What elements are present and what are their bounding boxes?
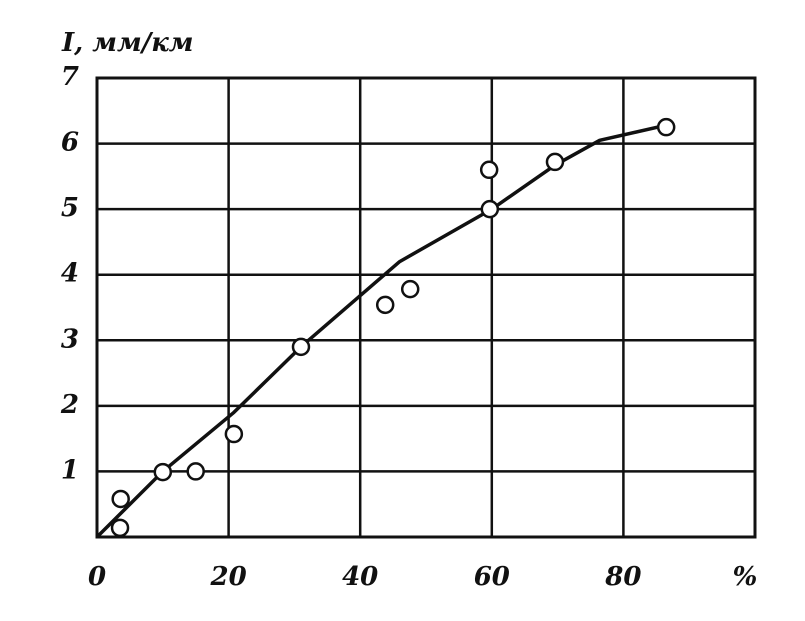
x-tick-label: 40 <box>342 562 378 592</box>
y-tick-label: 5 <box>61 193 79 223</box>
y-tick-label: 7 <box>61 62 79 92</box>
x-tick-label: 20 <box>210 562 247 592</box>
data-point <box>479 160 499 180</box>
fit-curve <box>95 123 667 539</box>
x-tick-label: 0 <box>88 562 106 592</box>
data-point <box>400 279 420 299</box>
y-tick-label: 2 <box>60 390 79 420</box>
data-point <box>224 424 244 444</box>
x-axis-label: % <box>733 562 758 592</box>
data-point <box>110 518 130 538</box>
y-tick-label: 1 <box>61 455 79 485</box>
y-axis-label: I, мм/км <box>61 28 194 58</box>
data-point <box>545 152 565 172</box>
data-point <box>186 462 205 481</box>
data-point <box>656 117 676 137</box>
x-tick-label: 80 <box>604 562 641 592</box>
y-tick-label: 4 <box>61 259 79 289</box>
data-point <box>111 489 130 509</box>
data-point <box>480 199 500 219</box>
data-point <box>291 337 311 357</box>
data-point <box>153 462 173 482</box>
y-tick-label: 3 <box>61 324 79 354</box>
x-tick-label: 60 <box>474 562 510 592</box>
data-point <box>375 295 395 315</box>
y-tick-label: 6 <box>61 128 79 158</box>
